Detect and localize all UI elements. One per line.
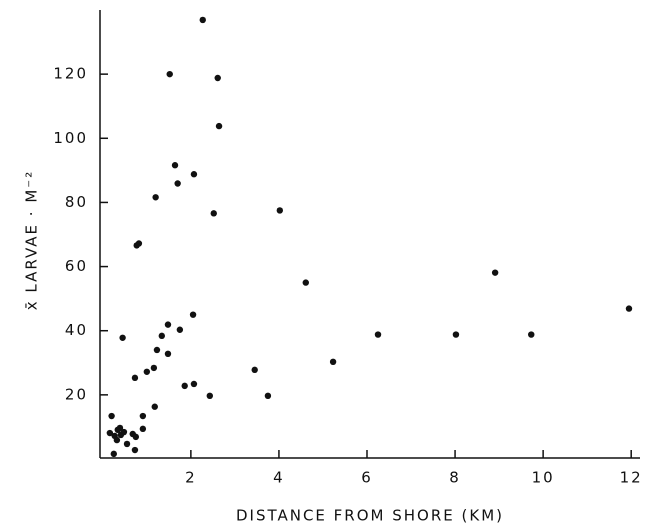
y-tick-label: 80 xyxy=(65,193,88,211)
x-tick-label: 10 xyxy=(532,469,555,487)
point xyxy=(143,368,151,375)
point xyxy=(135,240,143,247)
y-axis-title: x̄ LARVAE · M⁻² xyxy=(23,170,41,310)
point xyxy=(131,374,139,382)
point xyxy=(190,171,198,178)
point xyxy=(123,440,131,448)
y-tick-label: 100 xyxy=(53,129,88,147)
point xyxy=(625,305,633,312)
point xyxy=(329,358,337,366)
x-tick-label: 4 xyxy=(273,469,285,487)
point xyxy=(174,180,181,187)
point xyxy=(139,425,147,433)
point xyxy=(106,429,114,437)
point xyxy=(139,412,147,420)
point xyxy=(113,436,121,444)
point xyxy=(176,326,184,333)
point xyxy=(110,450,118,458)
point xyxy=(108,412,115,420)
point xyxy=(528,331,535,338)
point xyxy=(164,321,172,328)
y-tick-label: 120 xyxy=(53,65,88,83)
point xyxy=(164,350,172,358)
point xyxy=(199,16,206,24)
x-tick-label: 8 xyxy=(449,469,461,487)
x-tick-label: 6 xyxy=(361,469,373,487)
point xyxy=(166,70,173,78)
point xyxy=(452,331,460,338)
y-tick-label: 60 xyxy=(65,257,88,275)
point xyxy=(491,269,499,276)
point xyxy=(171,162,179,169)
y-tick-label: 40 xyxy=(65,321,88,339)
point xyxy=(374,331,382,338)
point xyxy=(152,194,159,201)
x-axis-title: DISTANCE FROM SHORE (KM) xyxy=(236,507,504,525)
point xyxy=(116,424,124,432)
point xyxy=(302,279,309,286)
point xyxy=(119,334,126,341)
point xyxy=(206,392,213,400)
point xyxy=(264,392,272,400)
point xyxy=(276,207,284,214)
point xyxy=(132,433,140,441)
point xyxy=(120,428,128,436)
point xyxy=(214,74,221,82)
point xyxy=(251,366,258,374)
y-tick-label: 20 xyxy=(65,385,88,403)
point xyxy=(158,332,166,340)
x-tick-label: 2 xyxy=(185,469,197,487)
x-tick-label: 12 xyxy=(620,469,643,487)
point xyxy=(151,403,158,410)
point xyxy=(210,210,217,217)
point xyxy=(150,364,158,372)
point xyxy=(215,122,223,130)
point xyxy=(189,311,197,318)
point xyxy=(190,380,198,388)
point xyxy=(181,382,188,390)
point xyxy=(153,346,161,354)
point xyxy=(131,446,139,454)
